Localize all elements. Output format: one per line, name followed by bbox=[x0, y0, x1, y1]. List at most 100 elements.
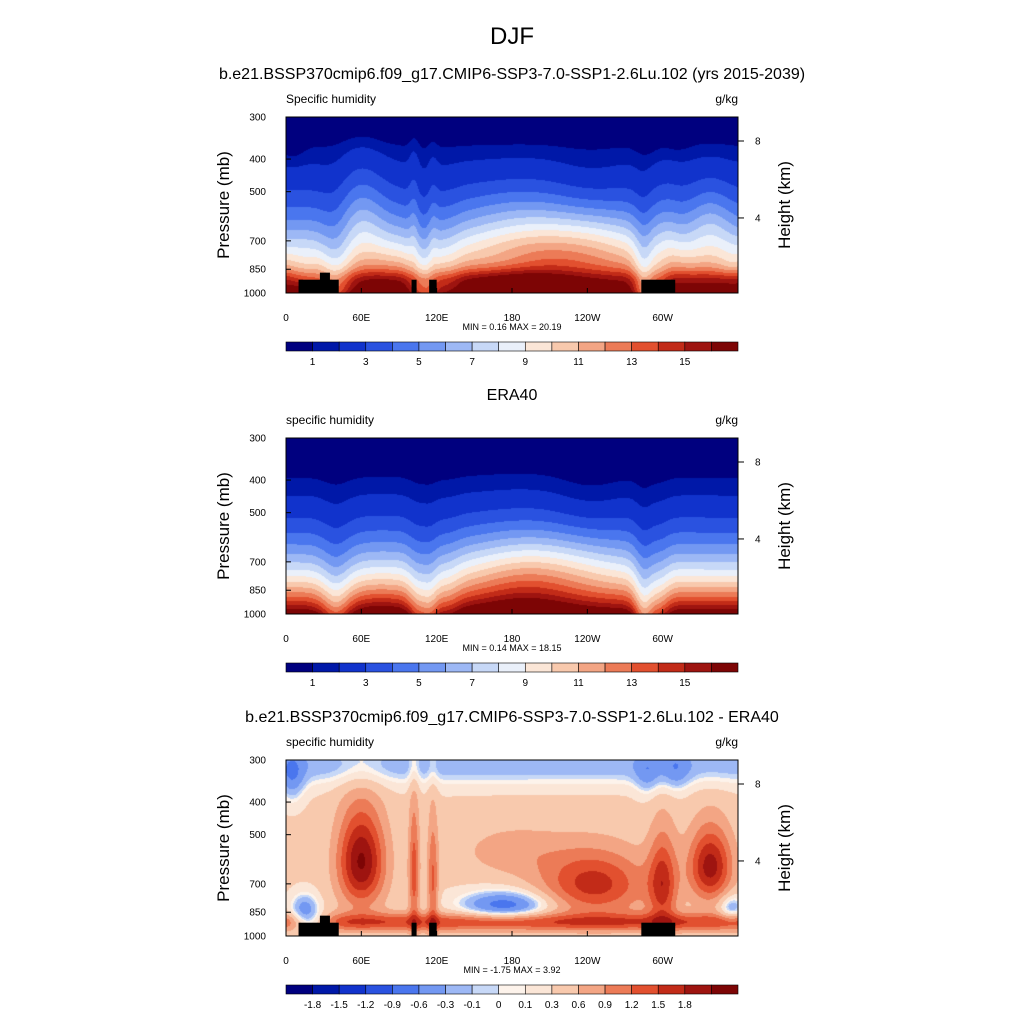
colorbar-label: 9 bbox=[523, 357, 529, 368]
colorbar-swatch bbox=[604, 662, 632, 673]
colorbar-label: -0.3 bbox=[437, 1000, 455, 1011]
colorbar-label: 15 bbox=[679, 357, 691, 368]
colorbar-swatch bbox=[418, 662, 446, 673]
colorbar-swatch bbox=[711, 662, 739, 673]
x-tick-label: 0 bbox=[283, 956, 289, 967]
panel-1-height-ticks: 84 bbox=[738, 137, 761, 224]
panel-3-min-max: MIN = -1.75 MAX = 3.92 bbox=[463, 965, 560, 975]
colorbar-swatch bbox=[657, 662, 686, 673]
panel-2-variable-label: specific humidity bbox=[286, 413, 374, 427]
height-tick-label: 8 bbox=[755, 137, 761, 148]
colorbar-swatch bbox=[365, 662, 393, 673]
y-tick-label: 850 bbox=[249, 908, 266, 919]
colorbar-swatch bbox=[578, 662, 606, 673]
page-title: DJF bbox=[490, 23, 534, 50]
colorbar-label: -1.5 bbox=[331, 1000, 349, 1011]
y-tick-label: 400 bbox=[249, 798, 266, 809]
colorbar-swatch bbox=[445, 984, 473, 995]
colorbar-label: 9 bbox=[523, 678, 529, 689]
panel-3-ylabel-right: Height (km) bbox=[775, 804, 794, 892]
colorbar-swatch bbox=[604, 341, 632, 352]
y-tick-label: 500 bbox=[249, 830, 266, 841]
x-tick-label: 60W bbox=[652, 956, 673, 967]
colorbar-swatch bbox=[471, 984, 500, 995]
panel-1-min-max: MIN = 0.16 MAX = 20.19 bbox=[462, 322, 561, 332]
colorbar-swatch bbox=[657, 341, 686, 352]
panel-2: ERA40 specific humidity g/kg 30040050070… bbox=[214, 387, 794, 689]
x-tick-label: 180 bbox=[504, 313, 521, 324]
panel-1-ylabel-right: Height (km) bbox=[775, 161, 794, 249]
terrain-block bbox=[411, 922, 417, 936]
colorbar-label: -0.9 bbox=[384, 1000, 402, 1011]
colorbar-label: 11 bbox=[573, 357, 584, 368]
x-tick-label: 60W bbox=[652, 313, 673, 324]
colorbar-label: 0.6 bbox=[572, 1000, 586, 1011]
colorbar-label: 5 bbox=[416, 357, 422, 368]
y-tick-label: 700 bbox=[249, 236, 266, 247]
panel-3-variable-label: specific humidity bbox=[286, 735, 374, 749]
x-tick-label: 120E bbox=[425, 634, 449, 645]
panel-1-ylabel: Pressure (mb) bbox=[214, 151, 233, 259]
panel-1: b.e21.BSSP370cmip6.f09_g17.CMIP6-SSP3-7.… bbox=[214, 66, 805, 368]
x-tick-label: 120W bbox=[574, 634, 601, 645]
colorbar-swatch bbox=[684, 662, 712, 673]
colorbar-swatch bbox=[498, 341, 526, 352]
colorbar-label: 7 bbox=[469, 678, 475, 689]
x-tick-label: 0 bbox=[283, 634, 289, 645]
colorbar-swatch bbox=[312, 984, 340, 995]
colorbar-label: 0.3 bbox=[545, 1000, 559, 1011]
colorbar-label: 13 bbox=[626, 678, 638, 689]
colorbar-label: 1.2 bbox=[625, 1000, 639, 1011]
colorbar-swatch bbox=[711, 341, 739, 352]
colorbar-swatch bbox=[551, 984, 579, 995]
colorbar-swatch bbox=[578, 984, 606, 995]
colorbar-swatch bbox=[684, 341, 712, 352]
panel-2-ylabel-right: Height (km) bbox=[775, 482, 794, 570]
x-tick-label: 180 bbox=[504, 634, 521, 645]
colorbar-swatch bbox=[285, 341, 313, 352]
panel-2-height-ticks: 84 bbox=[738, 458, 761, 545]
colorbar-label: 5 bbox=[416, 678, 422, 689]
colorbar-swatch bbox=[524, 341, 553, 352]
terrain-block bbox=[429, 279, 437, 293]
height-tick-label: 4 bbox=[755, 534, 761, 545]
colorbar-label: -0.6 bbox=[410, 1000, 428, 1011]
y-tick-label: 300 bbox=[249, 113, 266, 124]
panel-3-y-ticks: 300 400 500 700 850 1000 bbox=[244, 756, 291, 943]
colorbar-swatch bbox=[551, 662, 579, 673]
height-tick-label: 4 bbox=[755, 856, 761, 867]
colorbar-label: 7 bbox=[469, 357, 475, 368]
x-tick-label: 60E bbox=[352, 956, 370, 967]
panel-3-terrain bbox=[298, 915, 676, 936]
panel-1-field bbox=[286, 117, 738, 293]
colorbar-swatch bbox=[418, 341, 446, 352]
panel-1-title: b.e21.BSSP370cmip6.f09_g17.CMIP6-SSP3-7.… bbox=[219, 66, 805, 83]
panel-3-colorbar: -1.8 -1.5 -1.2 -0.9 -0.6 -0.3 -0.1 0 0.1 0.3 0.6 0.… bbox=[285, 984, 739, 1011]
colorbar-swatch bbox=[524, 662, 553, 673]
terrain-block bbox=[298, 922, 339, 936]
y-tick-label: 400 bbox=[249, 476, 266, 487]
colorbar-swatch bbox=[578, 341, 606, 352]
y-tick-label: 1000 bbox=[244, 932, 267, 943]
panel-3: b.e21.BSSP370cmip6.f09_g17.CMIP6-SSP3-7.… bbox=[214, 709, 794, 1011]
colorbar-swatch bbox=[338, 984, 367, 995]
panel-3-field bbox=[286, 760, 738, 936]
colorbar-swatch bbox=[631, 341, 659, 352]
panel-1-x-ticks: 0 60E 120E 180 120W 60W bbox=[283, 288, 674, 324]
colorbar-label: -1.8 bbox=[304, 1000, 322, 1011]
x-tick-label: 120E bbox=[425, 313, 449, 324]
y-tick-label: 1000 bbox=[244, 289, 267, 300]
panel-2-y-ticks: 300 400 500 700 850 1000 bbox=[244, 434, 291, 621]
panel-2-x-ticks: 0 60E 120E 180 120W 60W bbox=[283, 609, 674, 645]
colorbar-label: 3 bbox=[363, 678, 369, 689]
colorbar-swatch bbox=[657, 984, 686, 995]
terrain-block bbox=[641, 922, 676, 936]
colorbar-label: 13 bbox=[626, 357, 638, 368]
panel-3-ylabel: Pressure (mb) bbox=[214, 794, 233, 902]
colorbar-label: 11 bbox=[573, 678, 584, 689]
colorbar-label: 0.1 bbox=[518, 1000, 532, 1011]
colorbar-swatch bbox=[711, 984, 739, 995]
colorbar-label: 1 bbox=[310, 678, 316, 689]
y-tick-label: 850 bbox=[249, 586, 266, 597]
